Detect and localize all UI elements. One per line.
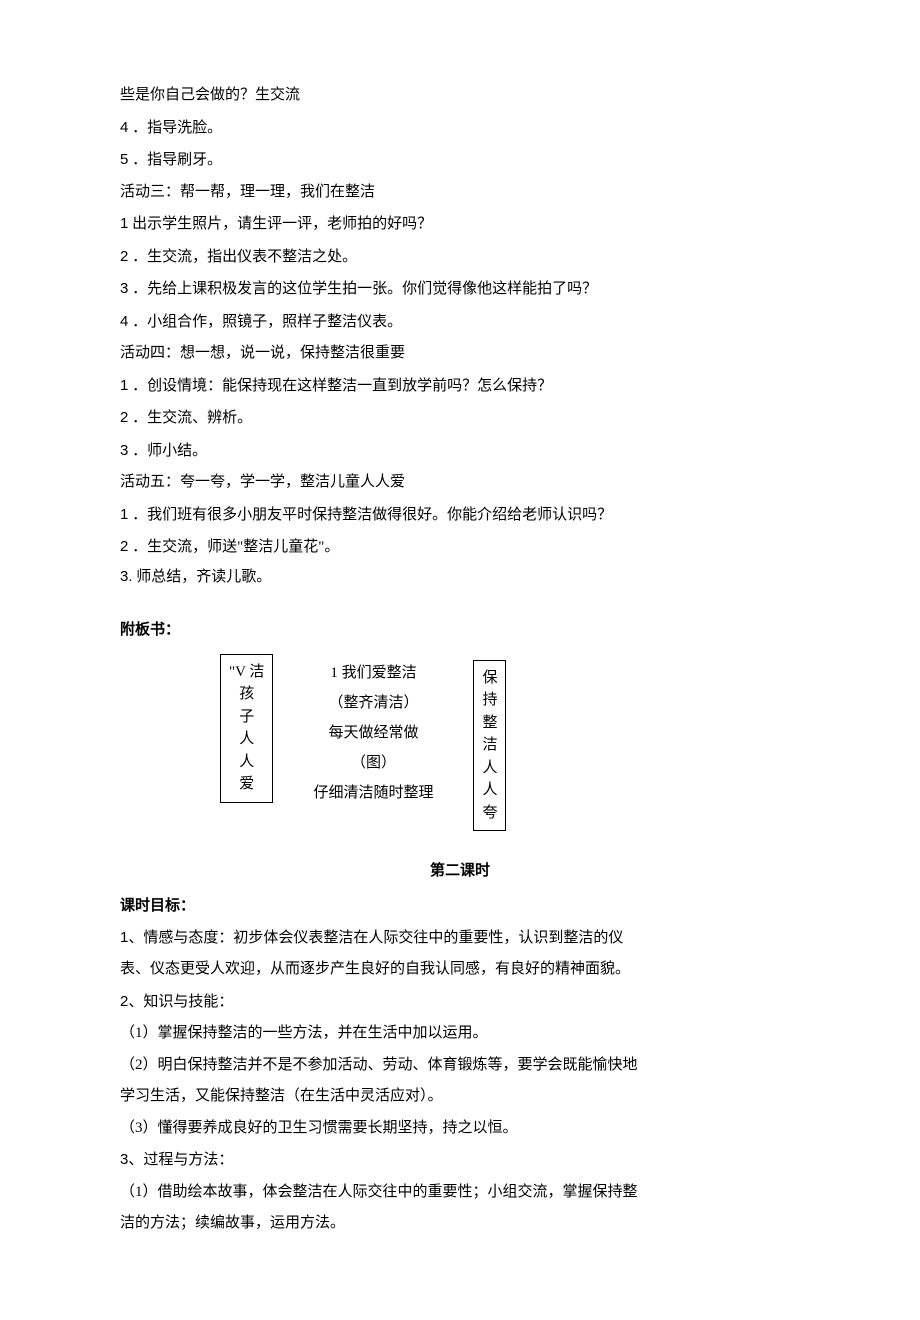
board-left-box: "V 洁 孩 子 人 人 爱 [220, 654, 273, 803]
body-line: 活动五：夸一夸，学一学，整洁儿童人人爱 [120, 467, 800, 499]
top-body: 些是你自己会做的？生交流 4 ．指导洗脸。 5 ．指导刷牙。 活动三：帮一帮，理… [120, 80, 800, 590]
goal-line: （2）明白保持整洁并不是不参加活动、劳动、体育锻炼等，要学会既能愉快地 [120, 1050, 800, 1082]
body-line: 1 ．创设情境：能保持现在这样整洁一直到放学前吗？怎么保持？ [120, 370, 800, 403]
body-line: 3. 师总结，齐读儿歌。 [120, 564, 800, 591]
goal-line: （1）掌握保持整洁的一些方法，并在生活中加以运用。 [120, 1018, 800, 1050]
board-label: 附板书： [120, 614, 800, 646]
body-line: 2 ．生交流，师送"整洁儿童花"。 [120, 531, 800, 564]
board-right-text: 整 [482, 712, 497, 735]
body-line: 5 ．指导刷牙。 [120, 144, 800, 177]
goal-line: 学习生活，又能保持整洁（在生活中灵活应对）。 [120, 1081, 800, 1113]
document-page: 些是你自己会做的？生交流 4 ．指导洗脸。 5 ．指导刷牙。 活动三：帮一帮，理… [0, 0, 920, 1320]
goal-line: 表、仪态更受人欢迎，从而逐步产生良好的自我认同感，有良好的精神面貌。 [120, 954, 800, 986]
goals-body: 1、情感与态度：初步体会仪表整洁在人际交往中的重要性，认识到整洁的仪 表、仪态更… [120, 922, 800, 1240]
goal-line: 3、过程与方法： [120, 1144, 800, 1177]
board-center-line: 每天做经常做 [313, 718, 433, 748]
board-right-text: 洁 [482, 734, 497, 757]
board-right-text: 人 [482, 779, 497, 802]
board-center-line: 仔细清洁随时整理 [313, 778, 433, 808]
board-left-text: 孩 [229, 683, 264, 706]
board-right-col: 保 持 整 洁 人 人 夸 [473, 654, 506, 832]
goal-line: （3）懂得要养成良好的卫生习惯需要长期坚持，持之以恒。 [120, 1113, 800, 1145]
board-center-line: （图） [313, 748, 433, 778]
board-left-text: "V 洁 [229, 661, 264, 684]
body-line: 1 出示学生照片，请生评一评，老师拍的好吗？ [120, 208, 800, 241]
board-left-text: 人 [229, 751, 264, 774]
board-center: 1 我们爱整洁 （整齐清洁） 每天做经常做 （图） 仔细清洁随时整理 [313, 654, 433, 808]
body-line: 2 ．生交流、辨析。 [120, 402, 800, 435]
board-diagram: "V 洁 孩 子 人 人 爱 1 我们爱整洁 （整齐清洁） 每天做经常做 （图）… [220, 654, 800, 832]
body-line: 4 ．小组合作，照镜子，照样子整洁仪表。 [120, 306, 800, 339]
board-center-line: （整齐清洁） [313, 688, 433, 718]
board-left-text: 爱 [229, 773, 264, 796]
body-line: 1 ．我们班有很多小朋友平时保持整洁做得很好。你能介绍给老师认识吗？ [120, 499, 800, 532]
body-line: 2 ．生交流，指出仪表不整洁之处。 [120, 241, 800, 274]
body-line: 3 ．先给上课积极发言的这位学生拍一张。你们觉得像他这样能拍了吗？ [120, 273, 800, 306]
board-right-text: 夸 [482, 802, 497, 825]
board-right-text: 持 [482, 689, 497, 712]
goal-line: （1）借助绘本故事，体会整洁在人际交往中的重要性；小组交流，掌握保持整 [120, 1177, 800, 1209]
board-right-text: 人 [482, 757, 497, 780]
section-2-title: 第二课时 [120, 859, 800, 880]
board-left-text: 人 [229, 728, 264, 751]
board-center-line: 1 我们爱整洁 [313, 658, 433, 688]
board-right-text: 保 [482, 667, 497, 690]
body-line: 些是你自己会做的？生交流 [120, 80, 800, 112]
goal-line: 洁的方法；续编故事，运用方法。 [120, 1208, 800, 1240]
goal-line: 2、知识与技能： [120, 986, 800, 1019]
board-right-box: 保 持 整 洁 人 人 夸 [473, 660, 506, 832]
board-left-text: 子 [229, 706, 264, 729]
body-line: 活动四：想一想，说一说，保持整洁很重要 [120, 338, 800, 370]
body-line: 4 ．指导洗脸。 [120, 112, 800, 145]
goals-label: 课时目标： [120, 890, 800, 922]
body-line: 3 ．师小结。 [120, 435, 800, 468]
goal-line: 1、情感与态度：初步体会仪表整洁在人际交往中的重要性，认识到整洁的仪 [120, 922, 800, 955]
body-line: 活动三：帮一帮，理一理，我们在整洁 [120, 177, 800, 209]
